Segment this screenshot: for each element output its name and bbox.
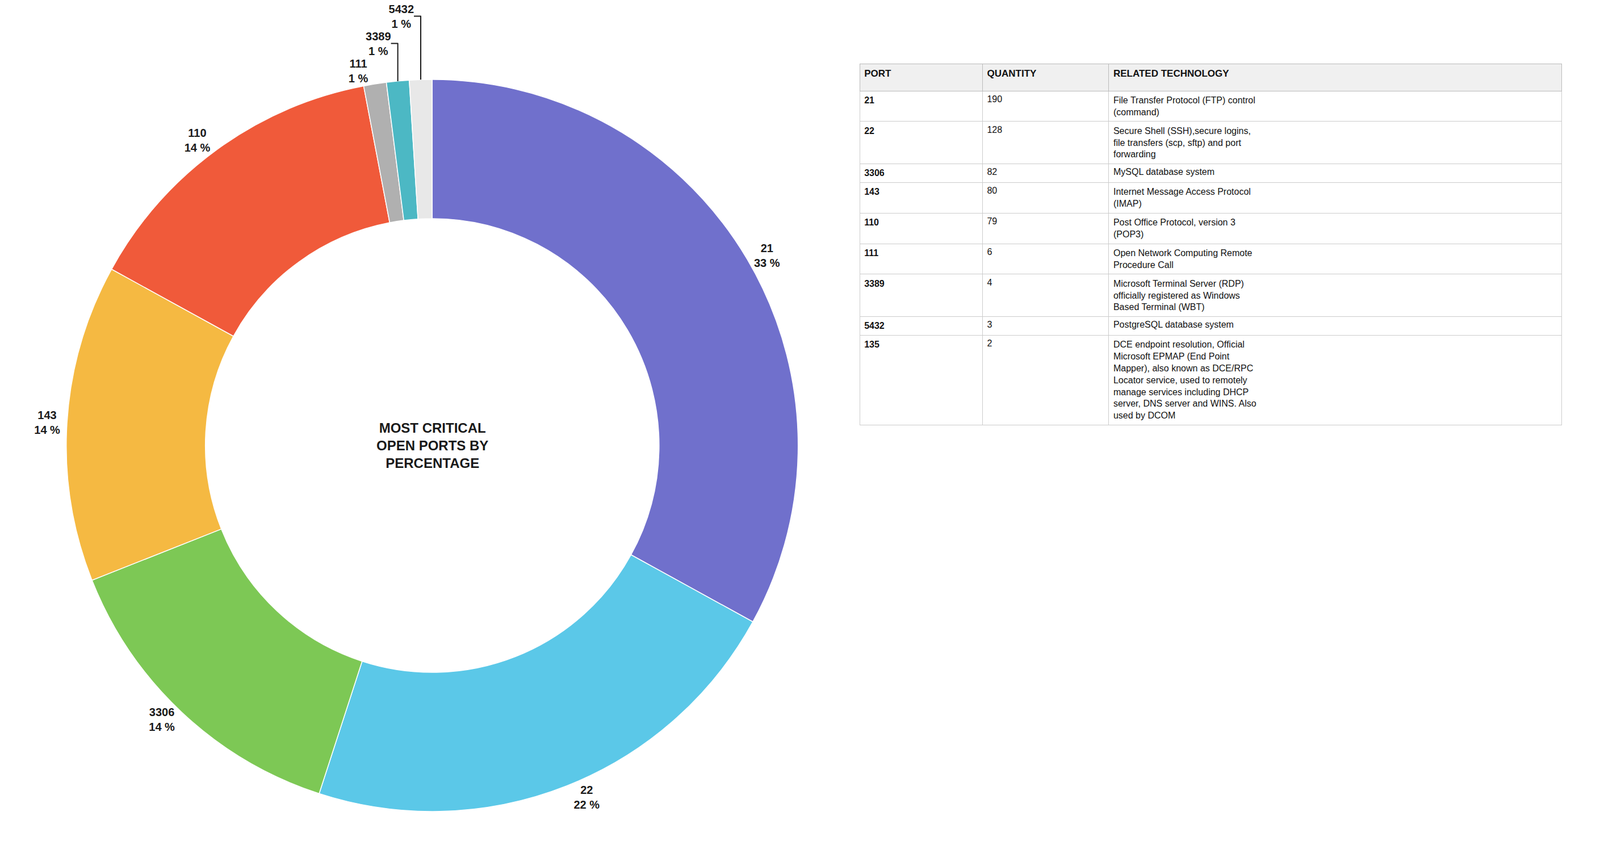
svg-text:3389: 3389: [864, 278, 885, 289]
svg-text:PORT: PORT: [864, 68, 892, 79]
svg-text:11014 %: 11014 %: [184, 126, 211, 154]
svg-text:33891 %: 33891 %: [365, 30, 392, 58]
svg-text:File Transfer Protocol (FTP) c: File Transfer Protocol (FTP) control(com…: [1113, 95, 1256, 117]
svg-text:2: 2: [986, 338, 992, 349]
svg-text:143: 143: [864, 186, 880, 197]
svg-text:1111 %: 1111 %: [348, 57, 369, 85]
svg-text:190: 190: [986, 94, 1003, 104]
svg-text:Microsoft Terminal Server (RDP: Microsoft Terminal Server (RDP)officiall…: [1113, 278, 1245, 313]
svg-text:Open Network Computing RemoteP: Open Network Computing RemoteProcedure C…: [1113, 248, 1253, 270]
svg-text:79: 79: [986, 216, 998, 226]
svg-text:128: 128: [986, 124, 1003, 135]
svg-text:QUANTITY: QUANTITY: [986, 68, 1037, 79]
svg-text:110: 110: [864, 217, 879, 228]
svg-text:330614 %: 330614 %: [148, 705, 175, 734]
svg-text:Post Office Protocol, version: Post Office Protocol, version 3(POP3): [1113, 217, 1236, 240]
svg-text:3306: 3306: [864, 168, 885, 178]
svg-text:MOST CRITICALOPEN PORTS BYPERC: MOST CRITICALOPEN PORTS BYPERCENTAGE: [376, 420, 489, 471]
svg-text:80: 80: [986, 185, 998, 196]
svg-text:Internet Message Access Protoc: Internet Message Access Protocol(IMAP): [1113, 186, 1251, 209]
svg-text:MySQL database system: MySQL database system: [1113, 166, 1215, 177]
svg-text:PostgreSQL database system: PostgreSQL database system: [1113, 319, 1234, 330]
svg-text:21: 21: [864, 95, 875, 106]
svg-text:3: 3: [986, 319, 992, 330]
svg-text:2133 %: 2133 %: [754, 241, 781, 270]
svg-text:DCE endpoint resolution, Offic: DCE endpoint resolution, OfficialMicroso…: [1113, 339, 1257, 421]
svg-text:Secure Shell (SSH),secure logi: Secure Shell (SSH),secure logins,file tr…: [1113, 126, 1251, 160]
svg-text:135: 135: [864, 339, 880, 350]
svg-text:5432: 5432: [864, 320, 885, 331]
svg-text:4: 4: [986, 277, 992, 288]
svg-text:82: 82: [986, 166, 998, 177]
svg-text:RELATED TECHNOLOGY: RELATED TECHNOLOGY: [1113, 68, 1230, 79]
svg-text:22: 22: [864, 126, 875, 136]
svg-text:6: 6: [986, 246, 992, 257]
svg-text:111: 111: [864, 248, 879, 258]
svg-text:54321 %: 54321 %: [388, 2, 415, 31]
svg-text:14314 %: 14314 %: [34, 408, 61, 437]
svg-text:2222 %: 2222 %: [573, 783, 600, 811]
